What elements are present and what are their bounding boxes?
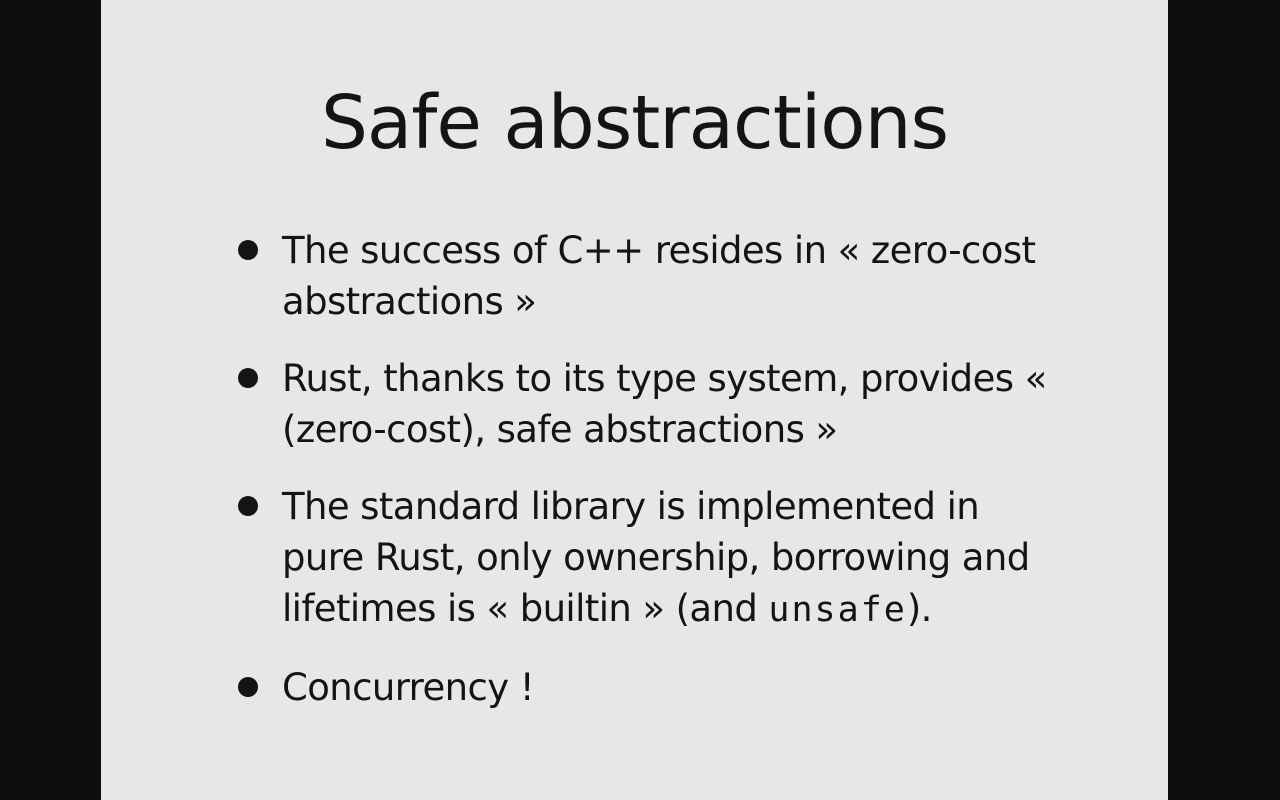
bullet-dot-icon — [238, 368, 258, 388]
code-keyword: unsafe — [768, 590, 907, 630]
bullet-dot-icon — [238, 677, 258, 697]
slide: Safe abstractions The success of C++ res… — [101, 0, 1168, 800]
bullet-item: Rust, thanks to its type system, provide… — [235, 353, 1055, 455]
bullet-list: The success of C++ resides in « zero-cos… — [235, 225, 1055, 739]
bullet-item: The success of C++ resides in « zero-cos… — [235, 225, 1055, 327]
bullet-item: The standard library is implemented in p… — [235, 481, 1055, 636]
slide-title: Safe abstractions — [320, 80, 949, 166]
bullet-text: The success of C++ resides in « zero-cos… — [282, 229, 1036, 323]
bullet-text: Concurrency ! — [282, 666, 535, 709]
bullet-text-after-code: ). — [906, 587, 933, 630]
bullet-text: The standard library is implemented in p… — [282, 485, 1030, 630]
bullet-dot-icon — [238, 496, 258, 516]
bullet-item: Concurrency ! — [235, 662, 1055, 713]
bullet-text: Rust, thanks to its type system, provide… — [282, 357, 1047, 451]
bullet-text-before-code: The standard library is implemented in p… — [282, 485, 1030, 630]
bullet-dot-icon — [238, 240, 258, 260]
